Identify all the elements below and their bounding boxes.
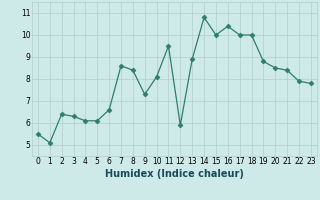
X-axis label: Humidex (Indice chaleur): Humidex (Indice chaleur) — [105, 169, 244, 179]
